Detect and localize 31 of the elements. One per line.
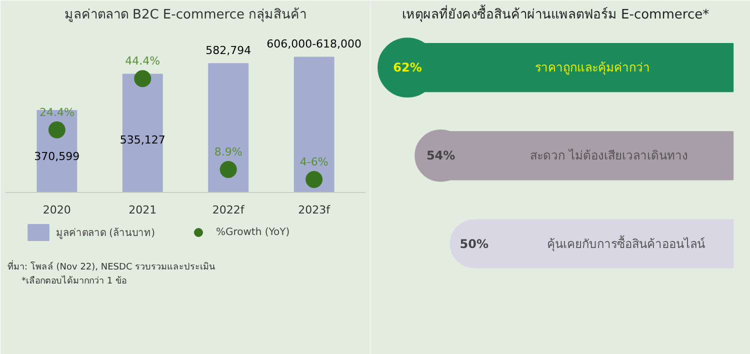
data-label: 582,794 bbox=[206, 44, 252, 58]
data-label: 370,599 bbox=[34, 150, 80, 163]
data-label: 54% bbox=[426, 148, 456, 163]
data-label: 50% bbox=[460, 236, 488, 251]
text: *เลือกตอบได้มากกว่า 1 ข้อ bbox=[22, 276, 126, 286]
point bbox=[220, 161, 237, 178]
data-label: 535,127 bbox=[120, 134, 166, 147]
category-label: ราคาถูกและคุ้มค่ากว่า bbox=[535, 60, 650, 76]
x-tick-label: 2020 bbox=[42, 203, 71, 216]
point bbox=[48, 121, 66, 138]
bar bbox=[294, 56, 334, 193]
category-label: คุ้นเคยกับการซื้อสินค้าออนไลน์ bbox=[546, 234, 705, 252]
legend-label: %Growth (YoY) bbox=[216, 226, 290, 238]
data-label: 606,000-618,000 bbox=[266, 38, 362, 51]
legend-label: มูลค่าตลาด (ล้านบาท) bbox=[56, 226, 155, 240]
data-label: 44.4% bbox=[125, 54, 160, 68]
data-label: 4-6% bbox=[300, 156, 328, 169]
category-label: สะดวก ไม่ต้องเสียเวลาเดินทาง bbox=[530, 148, 688, 163]
point bbox=[134, 70, 152, 88]
text: ที่มา: โพลล์ (Nov 22), NESDC รวบรวมและประเมิน bbox=[8, 260, 216, 272]
x-tick-label: 2023f bbox=[298, 203, 332, 216]
text: เหตุผลที่ยังคงซื้อสินค้าผ่านแพลตฟอร์ม E-commerce* bbox=[402, 4, 710, 22]
data-label: 8.9% bbox=[214, 146, 242, 159]
x-tick-label: 2022f bbox=[212, 203, 246, 216]
bar bbox=[208, 63, 249, 193]
x-tick-label: 2021 bbox=[128, 203, 157, 216]
bar bbox=[122, 74, 163, 193]
data-label: 24.4% bbox=[39, 106, 74, 119]
data-label: 62% bbox=[393, 60, 422, 75]
chart-title: มูลค่าตลาด B2C E-commerce กลุ่มสินค้า bbox=[64, 8, 307, 22]
point bbox=[306, 171, 323, 188]
